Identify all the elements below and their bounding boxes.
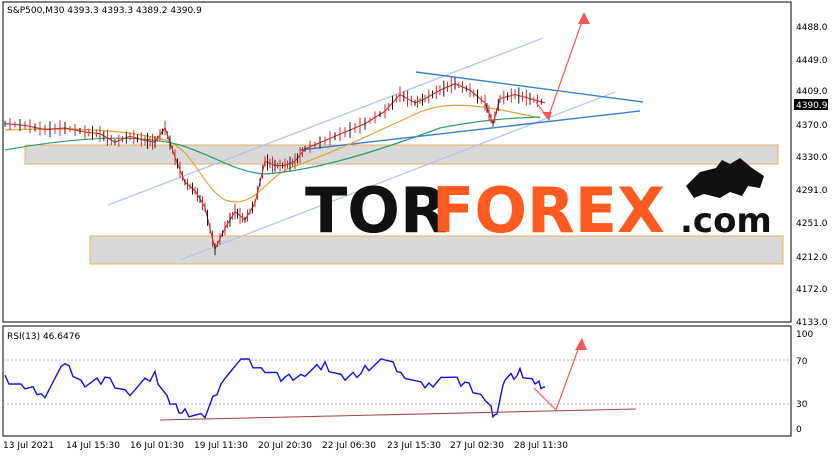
y-tick-label: 4291.0 <box>796 186 828 196</box>
y-tick-label: 4133.0 <box>796 318 828 328</box>
rsi-tick-label: 70 <box>796 357 808 367</box>
channel-lower-line <box>179 91 616 261</box>
brand-logo: TOR FOREX .com <box>305 158 772 247</box>
x-tick-label: 19 Jul 11:30 <box>194 441 248 451</box>
x-tick-label: 28 Jul 11:30 <box>514 441 568 451</box>
y-tick-label: 4449.0 <box>796 56 828 66</box>
x-tick-label: 20 Jul 20:30 <box>258 441 312 451</box>
main-y-axis: 4488.0 4449.0 4409.0 4370.0 4330.0 4291.… <box>796 23 828 328</box>
rsi-series <box>4 358 546 419</box>
rsi-forecast-arrow-rise <box>555 343 581 411</box>
rsi-tick-label: 100 <box>796 330 813 340</box>
price-candle-group <box>4 77 542 256</box>
y-tick-label: 4488.0 <box>796 23 828 33</box>
y-tick-label: 4172.0 <box>796 285 828 295</box>
x-tick-label: 14 Jul 15:30 <box>66 441 120 451</box>
rsi-y-axis: 100 70 30 0 <box>796 330 813 435</box>
wedge-lower-trendline <box>299 110 641 151</box>
rsi-forecast-arrowhead <box>575 338 587 350</box>
support-zone-upper <box>24 144 779 165</box>
x-tick-label: 22 Jul 06:30 <box>322 441 376 451</box>
forecast-arrowhead-down <box>542 112 552 121</box>
moving-average-slow <box>4 116 541 175</box>
x-tick-label: 27 Jul 02:30 <box>450 441 504 451</box>
y-tick-label: 4212.0 <box>796 253 828 263</box>
x-tick-label: 16 Jul 01:30 <box>130 441 184 451</box>
x-axis: 13 Jul 2021 14 Jul 15:30 16 Jul 01:30 19… <box>3 441 568 451</box>
wedge-upper-trendline <box>415 71 644 103</box>
y-tick-label: 4251.0 <box>796 219 828 229</box>
x-tick-label: 13 Jul 2021 <box>3 441 54 451</box>
x-tick-label: 23 Jul 15:30 <box>387 441 441 451</box>
main-chart-title: S&P500,M30 4393.3 4393.3 4389.2 4390.9 <box>7 6 202 16</box>
rsi-title: RSI(13) 46.6476 <box>7 332 80 342</box>
rsi-trendline <box>159 408 637 421</box>
rsi-tick-label: 30 <box>796 400 808 410</box>
forecast-arrow-rise <box>547 15 585 119</box>
current-price-label: 4390.9 <box>796 101 828 111</box>
brand-text-forex: FOREX <box>432 174 665 247</box>
rsi-tick-label: 0 <box>796 425 802 435</box>
y-tick-label: 4370.0 <box>796 121 828 131</box>
y-tick-label: 4330.0 <box>796 153 828 163</box>
brand-text-com: .com <box>680 201 772 241</box>
y-tick-label: 4409.0 <box>796 87 828 97</box>
rsi-forecast-arrow-dip <box>533 387 557 411</box>
brand-text-tor: TOR <box>305 174 448 247</box>
rsi-panel-frame <box>2 325 792 437</box>
forecast-arrowhead-up <box>578 12 590 24</box>
bull-icon <box>686 158 764 198</box>
current-price-box <box>794 99 828 110</box>
